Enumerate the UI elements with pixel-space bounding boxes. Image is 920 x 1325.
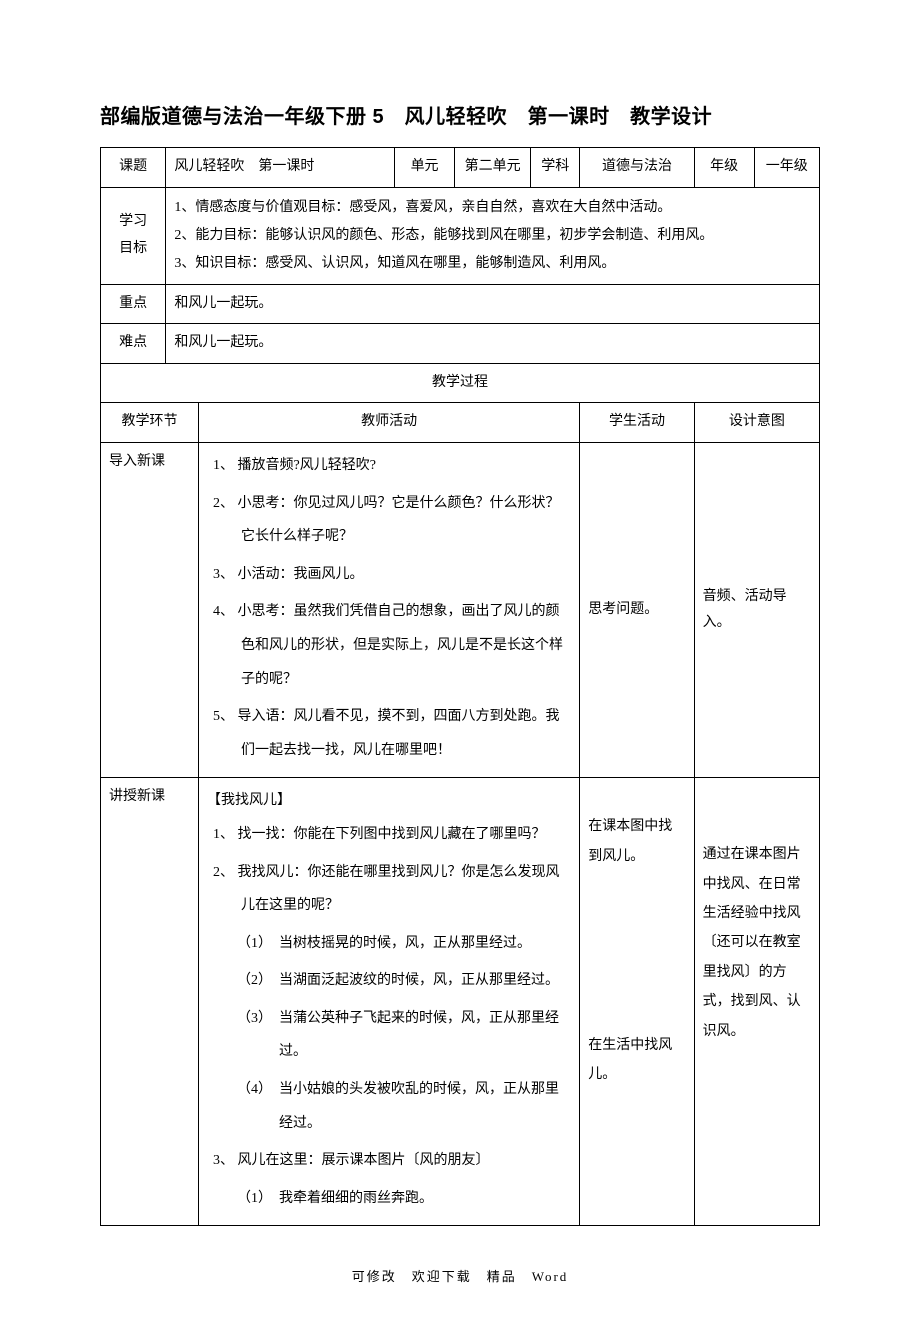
intro-t3: 3、 小活动：我画风儿。 (207, 558, 571, 592)
topic-value: 风儿轻轻吹 第一课时 (166, 148, 395, 188)
grade-value: 一年级 (754, 148, 819, 188)
teach-s5: （1） 我牵着细细的雨丝奔跑。 (207, 1182, 571, 1216)
teach-student: 在课本图中找到风儿。 在生活中找风儿。 (580, 778, 694, 1226)
column-labels-row: 教学环节 教师活动 学生活动 设计意图 (101, 403, 820, 443)
teach-s2: （2） 当湖面泛起波纹的时候，风，正从那里经过。 (207, 964, 571, 998)
keypoint-row: 重点 和风儿一起玩。 (101, 284, 820, 324)
intro-row: 导入新课 1、 播放音频?风儿轻轻吹? 2、 小思考：你见过风儿吗？它是什么颜色… (101, 442, 820, 777)
intro-t5: 5、 导入语：风儿看不见，摸不到，四面八方到处跑。我们一起去找一找，风儿在哪里吧… (207, 700, 571, 767)
page-footer: 可修改 欢迎下载 精品 Word (100, 1266, 820, 1285)
subject-value: 道德与法治 (580, 148, 694, 188)
page-title: 部编版道德与法治一年级下册 5 风儿轻轻吹 第一课时 教学设计 (100, 100, 820, 129)
intro-t4: 4、 小思考：虽然我们凭借自己的想象，画出了风儿的颜色和风儿的形状，但是实际上，… (207, 595, 571, 696)
teach-t2: 2、 我找风儿：你还能在哪里找到风儿？你是怎么发现风儿在这里的呢？ (207, 856, 571, 923)
col-student: 学生活动 (580, 403, 694, 443)
teach-teacher: 【我找风儿】 1、 找一找：你能在下列图中找到风儿藏在了哪里吗？ 2、 我找风儿… (199, 778, 580, 1226)
intro-t1: 1、 播放音频?风儿轻轻吹? (207, 449, 571, 483)
goal-line-3: 3、知识目标：感受风、认识风，知道风在哪里，能够制造风、利用风。 (174, 250, 811, 278)
col-phase: 教学环节 (101, 403, 199, 443)
teach-row: 讲授新课 【我找风儿】 1、 找一找：你能在下列图中找到风儿藏在了哪里吗？ 2、… (101, 778, 820, 1226)
teach-s1: （1） 当树枝摇晃的时候，风，正从那里经过。 (207, 927, 571, 961)
difficulty-label: 难点 (101, 324, 166, 364)
teach-intent: 通过在课本图片中找风、在日常生活经验中找风〔还可以在教室里找风〕的方式，找到风、… (694, 778, 819, 1226)
teach-phase: 讲授新课 (101, 778, 199, 1226)
unit-label: 单元 (395, 148, 455, 188)
teach-student-2: 在生活中找风儿。 (588, 1031, 685, 1090)
teach-student-1: 在课本图中找到风儿。 (588, 812, 685, 871)
topic-label: 课题 (101, 148, 166, 188)
teach-t1: 1、 找一找：你能在下列图中找到风儿藏在了哪里吗？ (207, 818, 571, 852)
difficulty-value: 和风儿一起玩。 (166, 324, 820, 364)
keypoint-value: 和风儿一起玩。 (166, 284, 820, 324)
teach-s3: （3） 当蒲公英种子飞起来的时候，风，正从那里经过。 (207, 1002, 571, 1069)
intro-t2: 2、 小思考：你见过风儿吗？它是什么颜色？什么形状？它长什么样子呢？ (207, 487, 571, 554)
lesson-plan-table: 课题 风儿轻轻吹 第一课时 单元 第二单元 学科 道德与法治 年级 一年级 学习… (100, 147, 820, 1226)
intro-phase: 导入新课 (101, 442, 199, 777)
teach-heading: 【我找风儿】 (207, 784, 571, 818)
subject-label: 学科 (531, 148, 580, 188)
col-teacher: 教师活动 (199, 403, 580, 443)
goal-line-2: 2、能力目标：能够认识风的颜色、形态，能够找到风在哪里，初步学会制造、利用风。 (174, 222, 811, 250)
goals-label: 学习 目标 (101, 187, 166, 284)
teach-s4: （4） 当小姑娘的头发被吹乱的时候，风，正从那里经过。 (207, 1073, 571, 1140)
intro-intent: 音频、活动导入。 (694, 442, 819, 777)
teach-intent-text: 通过在课本图片中找风、在日常生活经验中找风〔还可以在教室里找风〕的方式，找到风、… (703, 840, 811, 1046)
goals-row: 学习 目标 1、情感态度与价值观目标：感受风，喜爱风，亲自自然，喜欢在大自然中活… (101, 187, 820, 284)
header-row: 课题 风儿轻轻吹 第一课时 单元 第二单元 学科 道德与法治 年级 一年级 (101, 148, 820, 188)
keypoint-label: 重点 (101, 284, 166, 324)
goal-line-1: 1、情感态度与价值观目标：感受风，喜爱风，亲自自然，喜欢在大自然中活动。 (174, 194, 811, 222)
intro-teacher: 1、 播放音频?风儿轻轻吹? 2、 小思考：你见过风儿吗？它是什么颜色？什么形状… (199, 442, 580, 777)
col-intent: 设计意图 (694, 403, 819, 443)
difficulty-row: 难点 和风儿一起玩。 (101, 324, 820, 364)
unit-value: 第二单元 (455, 148, 531, 188)
teach-t3: 3、 风儿在这里：展示课本图片〔风的朋友〕 (207, 1144, 571, 1178)
intro-student: 思考问题。 (580, 442, 694, 777)
process-header-row: 教学过程 (101, 363, 820, 403)
process-header: 教学过程 (101, 363, 820, 403)
goals-value: 1、情感态度与价值观目标：感受风，喜爱风，亲自自然，喜欢在大自然中活动。 2、能… (166, 187, 820, 284)
grade-label: 年级 (694, 148, 754, 188)
